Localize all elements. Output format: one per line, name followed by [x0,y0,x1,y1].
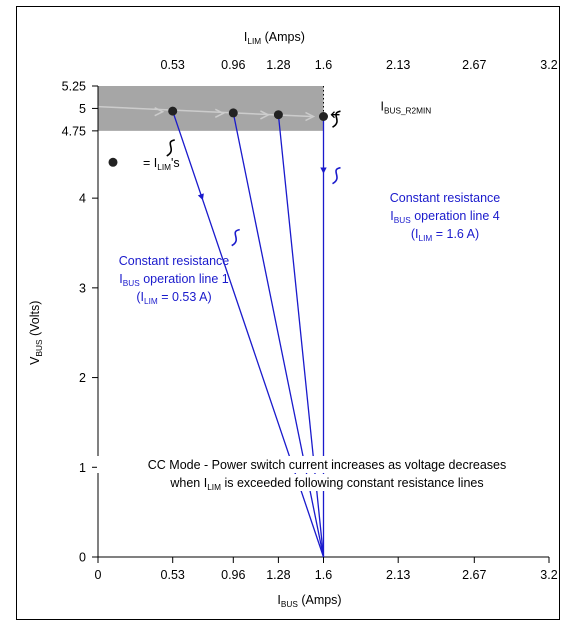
y-axis-title: VBUS (Volts) [28,301,44,365]
drift-arrowhead [214,108,225,118]
x-tick-label: 3.2 [540,568,557,582]
drift-arrowhead [305,111,316,122]
figure-frame: 0 1 2 3 4 4.75 5 5.25 0 0.53 0.96 1.28 1.6 2.13 2.67 3.… [16,6,560,620]
top-x-tick-label: 3.2 [540,58,557,72]
x-tick-label: 2.67 [462,568,486,582]
ilim-point-2 [228,108,238,118]
line-1-arrowhead [197,193,204,201]
y-tick-label: 1 [79,461,86,475]
drift-arrowhead [260,110,271,120]
limit-line-label: IBUS_R2MIN [381,100,432,116]
x-tick-label: 2.13 [386,568,410,582]
pointer-squiggle [166,139,175,157]
y-tick-label: 4 [79,192,86,206]
x-tick-label: 0 [95,568,102,582]
line4-annotation-l3: (ILIM = 1.6 A) [411,227,479,243]
drift-arrowhead [154,107,165,117]
ilim-point-1 [168,106,178,116]
x-tick-label: 1.28 [266,568,290,582]
y-tick-label: 0 [79,551,86,565]
y-tick-label: 5 [79,102,86,116]
x-tick-label: 0.96 [221,568,245,582]
ilim-point-4 [319,112,328,122]
top-x-tick-label: 0.53 [161,58,185,72]
top-x-tick-label: 1.6 [315,58,332,72]
top-x-tick-label: 0.96 [221,58,245,72]
y-tick-label: 5.25 [62,80,86,94]
line1-annotation-l1: Constant resistance [119,254,230,268]
y-tick-label: 3 [79,281,86,295]
pointer-squiggle [332,110,341,128]
legend-label: = ILIM's [143,156,180,172]
x-tick-label: 1.6 [315,568,332,582]
legend-marker [108,157,118,167]
line4-annotation-l1: Constant resistance [390,191,501,205]
chart: 0 1 2 3 4 4.75 5 5.25 0 0.53 0.96 1.28 1.6 2.13 2.67 3.… [28,30,559,609]
x-tick-label: 0.53 [161,568,185,582]
top-x-tick-label: 2.67 [462,58,486,72]
top-x-tick-label: 2.13 [386,58,410,72]
top-x-axis-title: ILIM (Amps) [244,30,305,46]
pointer-squiggle [332,166,341,185]
line-4-arrowhead [320,167,327,174]
line1-annotation-l2: IBUS operation line 1 [119,272,228,288]
pointer-squiggle [231,228,240,247]
pointer-arrow [330,111,340,119]
line4-annotation-l2: IBUS operation line 4 [390,209,499,225]
cc-mode-backdrop [114,474,544,491]
ilim-point-3 [273,110,283,120]
y-tick-label: 4.75 [62,124,86,138]
cc-mode-annotation-l2: when ILIM is exceeded following constant… [169,476,483,492]
y-tick-label: 2 [79,371,86,385]
x-axis-title: IBUS (Amps) [277,593,341,609]
top-x-tick-label: 1.28 [266,58,290,72]
line1-annotation-l3: (ILIM = 0.53 A) [136,290,211,306]
cc-mode-backdrop [97,456,559,473]
cc-mode-annotation-l1: CC Mode - Power switch current increases… [148,458,506,472]
